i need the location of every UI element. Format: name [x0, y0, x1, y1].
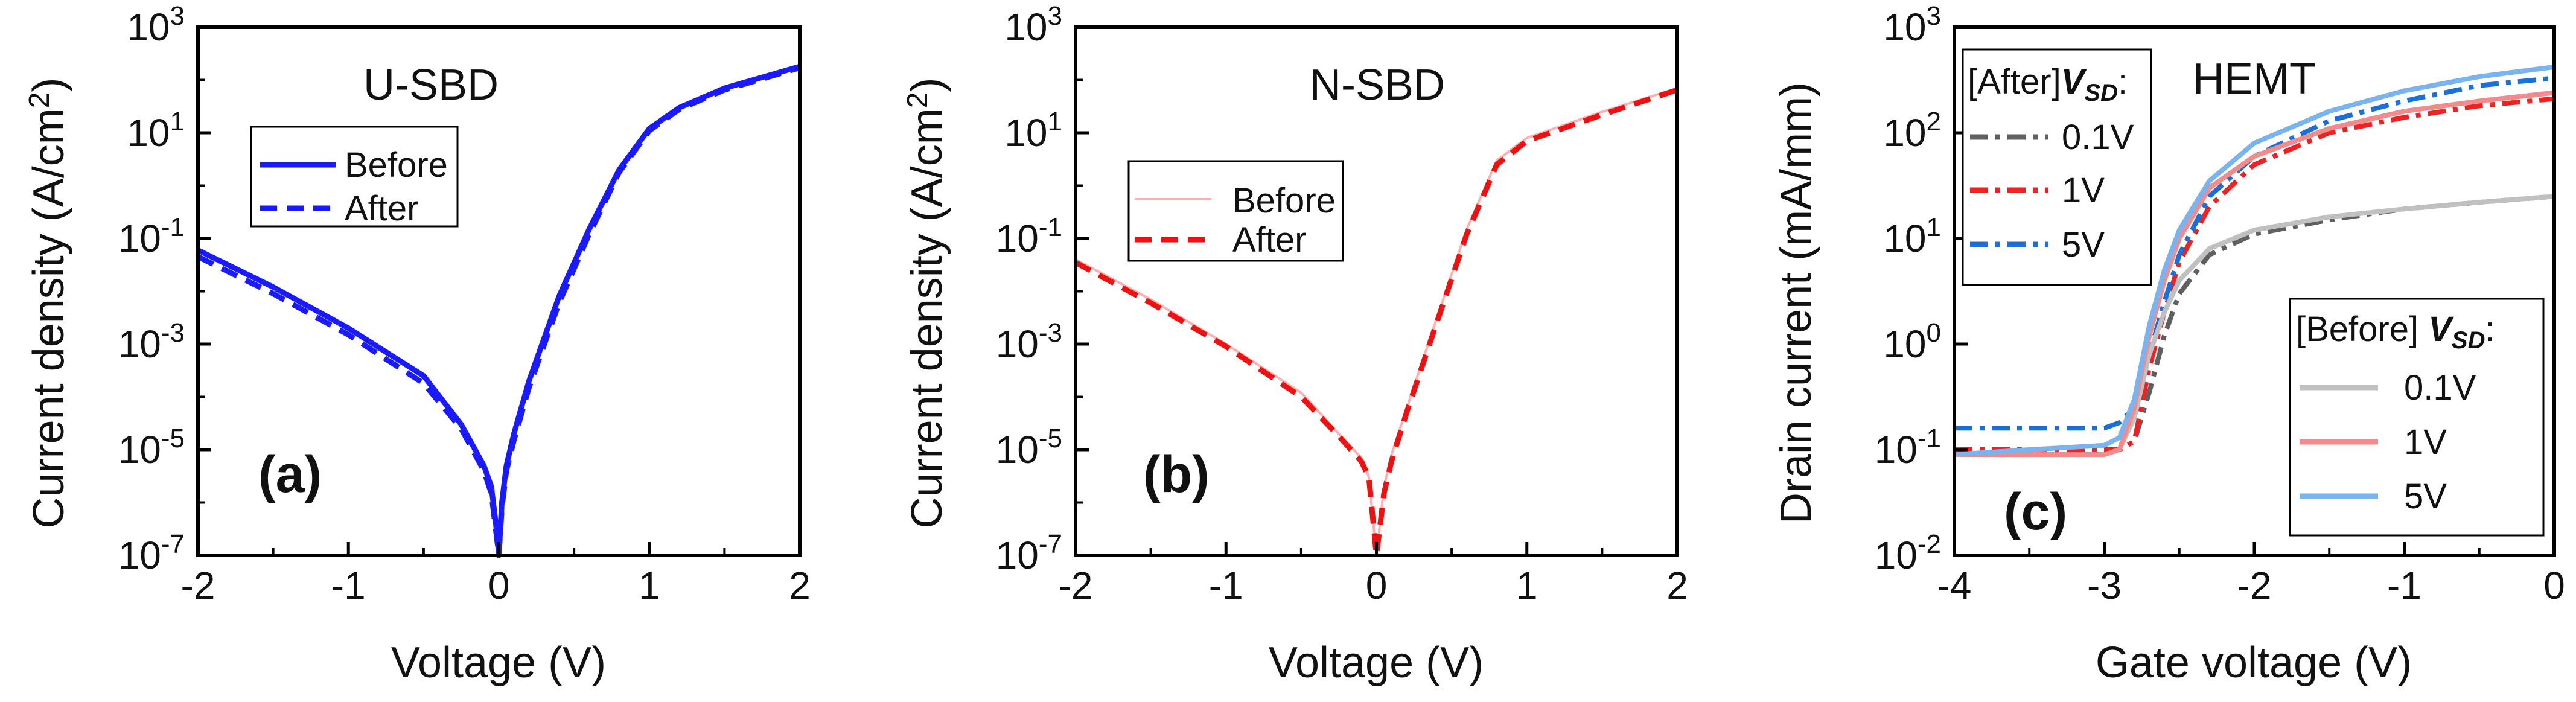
- panel-a-ticks-layer: -2 -1 0 1 2 10-7 10-5 10-3 10-1 101 103: [118, 1, 811, 607]
- panel-c-legend-before-1v-label: 1V: [2404, 423, 2447, 462]
- panel-b-x-tick-label: -1: [1209, 564, 1243, 607]
- panel-c-legend-after-1v-label: 1V: [2062, 171, 2105, 210]
- panel-a-x-tick-label: 1: [639, 564, 660, 607]
- panel-b-n-sbd: Current density (A/cm2) Voltage (V) -2 -1…: [902, 1, 1688, 687]
- panel-b-ticks-layer: -2 -1 0 1 2 10-7 10-5 10-3 10-1 101 103: [996, 1, 1688, 607]
- panel-c-x-tick-label: -1: [2387, 564, 2421, 607]
- panel-c-series-before-1v: [1954, 90, 2555, 457]
- panel-c-label: (c): [2004, 483, 2067, 541]
- panel-c-legend-before-01v-label: 0.1V: [2404, 368, 2476, 407]
- panel-b-legend-after-label: After: [1232, 220, 1307, 260]
- panel-c-x-tick-label: 0: [2543, 564, 2565, 607]
- panel-c-series-after-1v: [1954, 96, 2555, 452]
- panel-b-y-tick-label: 103: [1004, 1, 1062, 49]
- panel-c-legend-after-box: [1962, 48, 2152, 286]
- panel-b-y-tick-label: 10-7: [996, 529, 1062, 577]
- panel-b-legend-box: [1127, 160, 1344, 262]
- panel-a-u-sbd: Current density (A/cm2) Voltage (V) -2 -1…: [24, 1, 811, 687]
- panel-a-x-tick-label: 2: [789, 564, 811, 607]
- panel-b-y-tick-label: 10-3: [996, 318, 1062, 366]
- panel-c-x-tick-label: -2: [2237, 564, 2272, 607]
- panel-b-series-layer: [1074, 87, 1679, 558]
- panel-b-legend: Before After: [1127, 160, 1344, 262]
- panel-a-legend-box: [250, 126, 459, 228]
- panel-c-plot-area: -4 -3 -2 -1 0 10-2 10-1 100 101 102 103 HEMT (c) […: [1875, 1, 2565, 607]
- panel-b-y-axis-label: Current density (A/cm2): [902, 78, 951, 529]
- panel-b-title: N-SBD: [1310, 61, 1445, 109]
- panel-a-legend: Before After: [250, 126, 459, 228]
- panel-c-legend-after-header: [After]VSD:: [1968, 62, 2128, 106]
- panel-c-y-tick-label: 10-1: [1875, 424, 1941, 471]
- panel-c-title: HEMT: [2193, 55, 2316, 103]
- panel-b-x-tick-label: 0: [1366, 564, 1388, 607]
- panel-b-x-axis-label: Voltage (V): [1269, 639, 1484, 687]
- panel-c-legend-before: [Before] VSD: 0.1V 1V 5V: [2289, 298, 2545, 537]
- panel-a-series-before: [197, 63, 801, 558]
- panel-a-y-axis-label: Current density (A/cm2): [24, 78, 73, 529]
- panel-c-x-tick-label: -4: [1937, 564, 1972, 607]
- panel-c-legend-after-01v-label: 0.1V: [2062, 118, 2134, 157]
- panel-a-title: U-SBD: [363, 61, 499, 109]
- panel-b-label: (b): [1143, 445, 1210, 503]
- panel-a-y-tick-label: 10-1: [118, 212, 185, 260]
- panel-c-hemt: Drain current (mA/mm) Gate voltage (V) -…: [1772, 1, 2565, 687]
- panel-c-y-tick-label: 103: [1883, 1, 1941, 49]
- panel-a-x-tick-label: 0: [488, 564, 510, 607]
- panel-c-legend-after: [After]VSD: 0.1V 1V 5V: [1962, 48, 2152, 286]
- panel-a-label: (a): [258, 445, 322, 503]
- panel-c-y-tick-label: 102: [1883, 107, 1941, 155]
- panel-c-ticks-layer: -4 -3 -2 -1 0 10-2 10-1 100 101 102 103: [1875, 1, 2565, 607]
- panel-c-legend-before-5v-label: 5V: [2404, 477, 2447, 516]
- panel-c-series-before-5v: [1954, 64, 2555, 457]
- panel-b-x-tick-label: 1: [1516, 564, 1538, 607]
- panel-b-y-tick-label: 10-5: [996, 424, 1062, 471]
- panel-c-series-layer: [1954, 64, 2555, 457]
- panel-a-y-tick-label: 101: [127, 107, 185, 155]
- panel-b-y-tick-label: 101: [1004, 107, 1062, 155]
- panel-c-y-tick-label: 100: [1883, 318, 1941, 366]
- panel-a-y-tick-label: 10-5: [118, 424, 185, 471]
- panel-a-legend-after-label: After: [345, 189, 419, 228]
- panel-c-series-after-5v: [1954, 75, 2555, 431]
- panel-a-legend-before-label: Before: [345, 145, 448, 185]
- panel-b-series-after: [1074, 87, 1679, 558]
- panel-c-x-axis-label: Gate voltage (V): [2096, 639, 2412, 687]
- panel-c-y-axis-label: Drain current (mA/mm): [1772, 82, 1820, 524]
- panel-a-x-tick-label: -1: [331, 564, 366, 607]
- panel-b-x-tick-label: -2: [1059, 564, 1093, 607]
- panel-c-x-tick-label: -3: [2087, 564, 2122, 607]
- panel-c-y-tick-label: 101: [1883, 212, 1941, 260]
- panel-a-series-after: [197, 65, 801, 558]
- panel-a-y-tick-label: 103: [127, 1, 185, 49]
- panel-c-legend-before-header: [Before] VSD:: [2296, 310, 2495, 354]
- panel-b-legend-before-label: Before: [1232, 181, 1336, 220]
- panel-a-series-layer: [197, 63, 801, 558]
- panel-a-x-tick-label: -2: [181, 564, 215, 607]
- panel-b-y-tick-label: 10-1: [996, 212, 1062, 260]
- panel-c-y-tick-label: 10-2: [1875, 529, 1941, 577]
- panel-c-legend-after-5v-label: 5V: [2062, 225, 2105, 264]
- panel-a-x-axis-label: Voltage (V): [391, 639, 606, 687]
- panel-b-x-tick-label: 2: [1666, 564, 1688, 607]
- panel-a-y-tick-label: 10-7: [118, 529, 185, 577]
- panel-a-y-tick-label: 10-3: [118, 318, 185, 366]
